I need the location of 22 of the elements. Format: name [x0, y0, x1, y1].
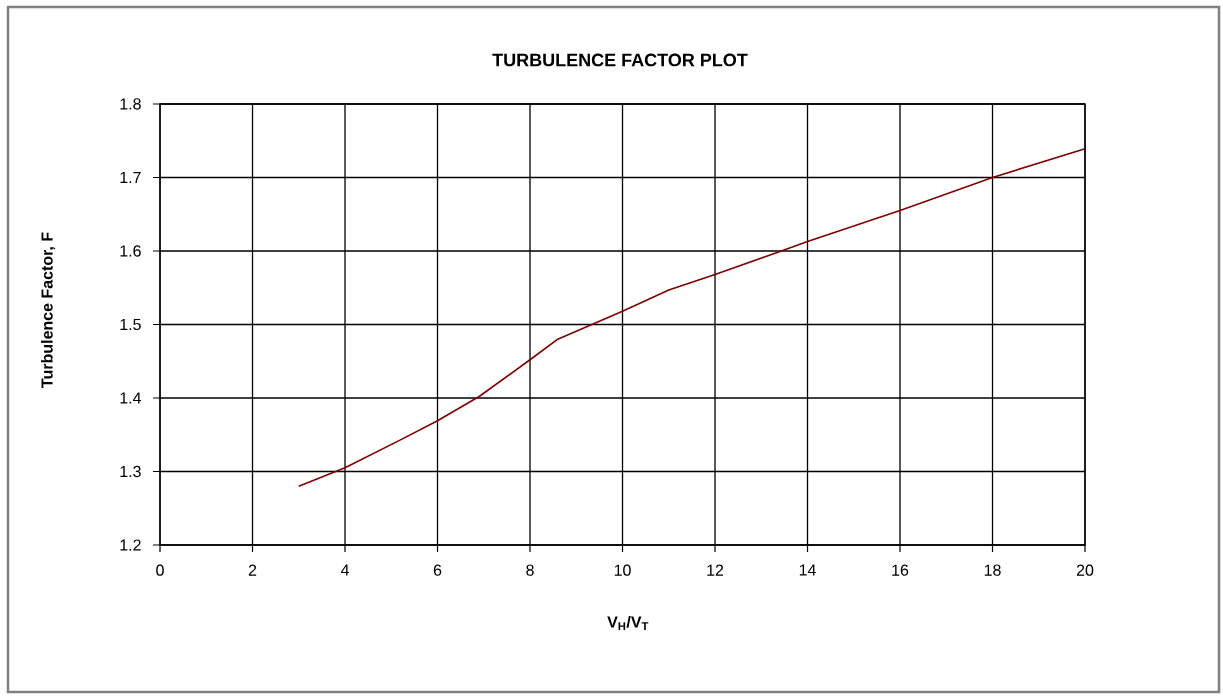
x-tick-label: 20: [1076, 564, 1094, 576]
y-tick-label: 1.2: [120, 539, 141, 551]
chart-title: TURBULENCE FACTOR PLOT: [492, 53, 748, 67]
x-tick-label: 10: [614, 564, 631, 576]
x-tick-label: 14: [799, 564, 816, 576]
y-tick-label: 1.8: [120, 98, 141, 110]
y-tick-label: 1.4: [120, 392, 142, 404]
x-tick-label: 12: [707, 564, 724, 576]
x-tick-label: 0: [156, 564, 164, 576]
x-tick-label: 2: [248, 564, 257, 576]
y-tick-label: 1.7: [120, 171, 141, 183]
line-series: [297, 148, 1086, 487]
x-tick-label: 4: [340, 564, 349, 576]
y-tick-label: 1.3: [120, 465, 141, 478]
y-axis-title: Turbulence Factor, F: [40, 232, 56, 388]
x-tick-label: 16: [892, 564, 909, 576]
x-tick-label: 18: [984, 564, 1001, 576]
y-tick-label: 1.6: [120, 245, 141, 257]
x-axis-title: V$_{H}$/V$_{T}$: [607, 615, 649, 631]
x-tick-label: 8: [526, 564, 534, 576]
x-tick-label: 6: [433, 564, 442, 576]
y-tick-label: 1.5: [120, 318, 141, 331]
